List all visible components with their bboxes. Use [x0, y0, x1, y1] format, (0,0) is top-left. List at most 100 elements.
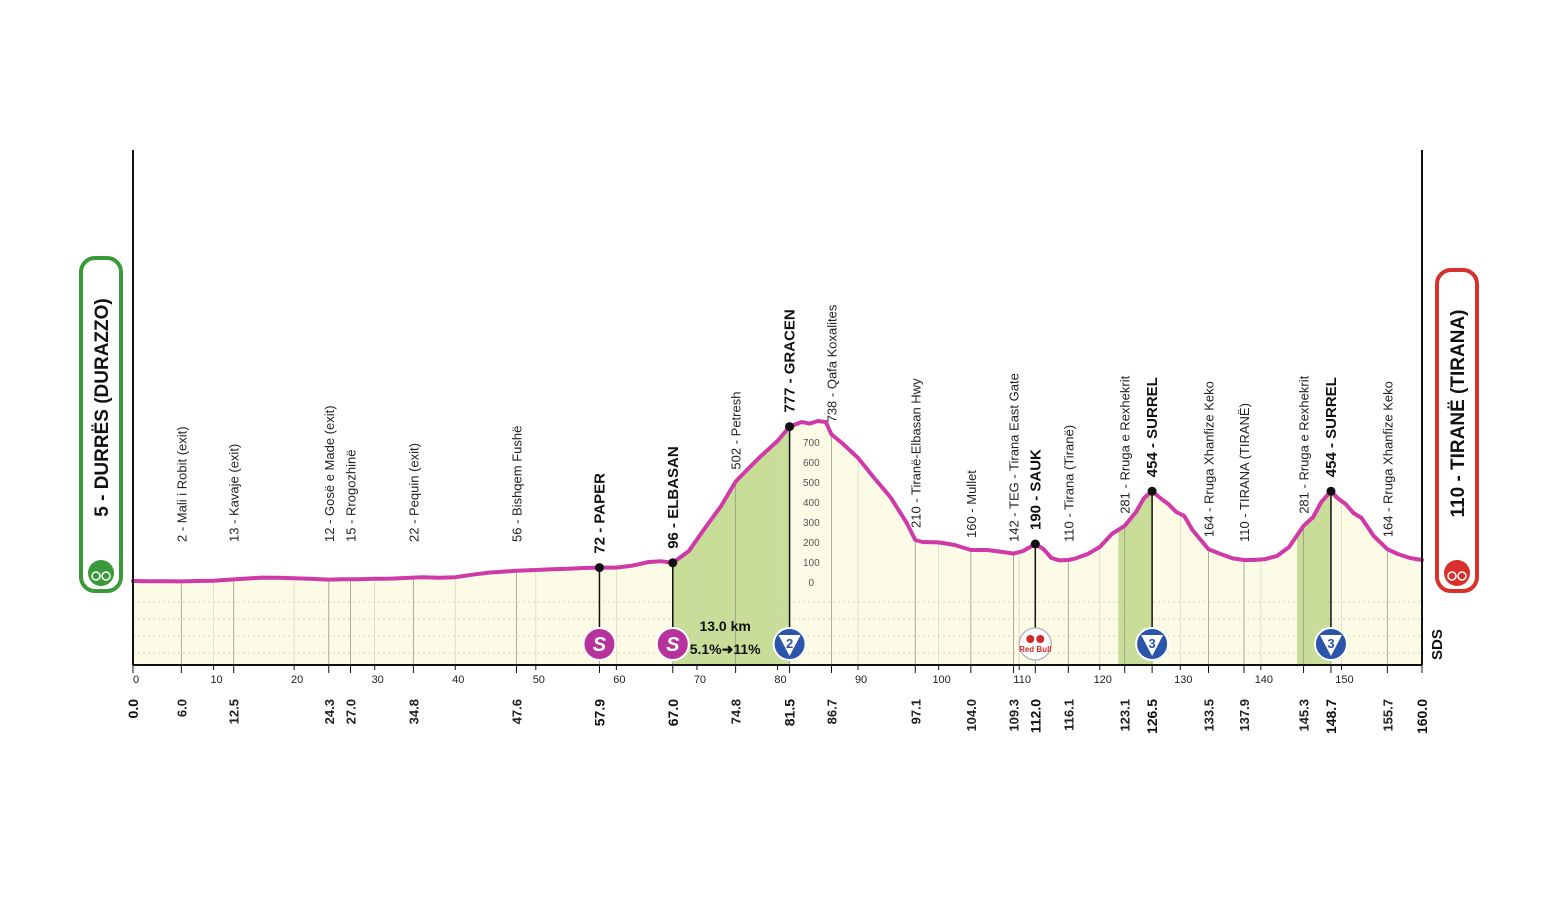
sprint-marker-1: S: [582, 627, 617, 661]
waypoint-label: 738 - Qafa Koxalites: [825, 304, 840, 422]
wheel-icon: [101, 571, 111, 581]
km-marker-label: 126.5: [1144, 699, 1160, 734]
waypoint-label: 110 - Tirana (Tiranë): [1061, 425, 1076, 542]
waypoint-dot: [1030, 539, 1040, 549]
km-marker-label: 12.5: [227, 699, 242, 724]
wheel-icon: [1457, 571, 1467, 581]
waypoint-label: 22 - Pequin (exit): [406, 443, 421, 542]
x-tick-label: 20: [291, 674, 303, 686]
climb-zone-3: [1297, 491, 1331, 665]
km-marker-label: 137.9: [1237, 699, 1252, 732]
climb-length: 13.0 km: [699, 618, 750, 634]
gpm-marker-3: 2: [772, 627, 807, 661]
waypoint-dot: [1326, 486, 1336, 496]
waypoint-label: 160 - Mullet: [964, 470, 979, 538]
gpm-marker-5: 3: [1135, 627, 1170, 661]
km-marker-label: 133.5: [1202, 699, 1217, 732]
altitude-tick-label: 200: [803, 538, 820, 549]
x-tick-label: 50: [533, 674, 545, 686]
climb-gradient: 5.1%➜11%: [690, 641, 761, 657]
waypoint-label: 13 - Kavaje (exit): [227, 444, 242, 542]
sprint-icon: [582, 627, 617, 661]
waypoint-label: 15 - Rrogozhinë: [344, 450, 359, 543]
kom-category: 3: [1327, 636, 1334, 651]
x-tick-label: 0: [133, 674, 139, 686]
climb-zone-2: [1118, 491, 1153, 665]
waypoint-label: 281 - Rruga e Rexhekrit: [1297, 375, 1312, 513]
altitude-tick-label: 400: [803, 498, 820, 509]
profile-line: [131, 419, 1424, 584]
sprint-icon: [655, 627, 690, 661]
kom-triangle: [1141, 635, 1164, 656]
finish-pill: 110 - TIRANË (TIRANA): [1435, 268, 1479, 593]
bonus-marker-4: Red Bull: [1018, 627, 1053, 661]
km-marker-label: 34.8: [406, 699, 421, 724]
waypoint-label: 96 - ELBASAN: [665, 446, 682, 549]
km-marker-label: 155.7: [1380, 699, 1395, 732]
altitude-tick-label: 600: [803, 458, 820, 469]
finish-pill-label: 110 - TIRANË (TIRANA): [1448, 310, 1469, 518]
start-pill-frame: [79, 256, 123, 593]
km-marker-label: 0.0: [125, 699, 141, 719]
gpm-marker-6: 3: [1313, 627, 1348, 661]
waypoint-dot: [668, 558, 678, 568]
cyclist-icon: [88, 560, 114, 586]
x-tick-label: 120: [1094, 674, 1112, 686]
km-marker-label: 57.9: [592, 699, 608, 726]
waypoint-dot: [785, 422, 795, 432]
km-marker-label: 27.0: [344, 699, 359, 724]
waypoint-label: 777 - GRACEN: [782, 309, 799, 412]
km-marker-label: 81.5: [782, 699, 798, 726]
x-tick-label: 140: [1255, 674, 1273, 686]
x-tick-label: 80: [774, 674, 786, 686]
km-marker-label: 145.3: [1297, 699, 1312, 732]
waypoint-label: 56 - Bishqem Fushë: [510, 426, 525, 542]
km-marker-label: 67.0: [665, 699, 681, 726]
bonus-icon: [1018, 627, 1053, 661]
kom-triangle: [1319, 635, 1342, 656]
waypoint-label: 72 - PAPER: [592, 473, 609, 554]
waypoint-label: 281 - Rruga e Rexhekrit: [1118, 375, 1133, 513]
altitude-tick-label: 500: [803, 478, 820, 489]
climb-zone-1: [672, 426, 790, 665]
waypoint-label: 12 - Gosë e Made (exit): [322, 405, 337, 542]
finish-pill-frame: [1435, 268, 1479, 593]
waypoint-label: 164 - Rruga Xhanfize Keko: [1202, 381, 1217, 537]
waypoint-label: 454 - SURREL: [1323, 377, 1340, 477]
start-pill: 5 - DURRËS (DURAZZO): [79, 256, 123, 593]
altitude-tick-label: 0: [809, 578, 815, 589]
waypoint-label: 190 - SAUK: [1027, 449, 1044, 530]
km-marker-label: 148.7: [1323, 699, 1339, 734]
kom-category: 2: [786, 636, 793, 651]
wheel-icon: [1447, 571, 1457, 581]
wheel-icon: [91, 571, 101, 581]
km-marker-label: 123.1: [1118, 699, 1133, 732]
sprint-letter: S: [593, 634, 607, 656]
sds-logo: SDS: [1429, 629, 1446, 660]
x-tick-label: 110: [1013, 674, 1031, 686]
x-tick-label: 150: [1335, 674, 1353, 686]
bull-icon: [1026, 635, 1035, 643]
waypoint-label: 2 - Mali i Robit (exit): [174, 426, 189, 542]
km-marker-label: 97.1: [908, 699, 923, 724]
altitude-tick-label: 700: [803, 438, 820, 449]
waypoint-label: 142 - TEG - Tirana East Gate: [1007, 373, 1022, 542]
waypoint-label: 454 - SURREL: [1144, 377, 1161, 477]
km-marker-label: 74.8: [729, 699, 744, 724]
waypoint-label: 110 - TIRANA (TIRANË): [1237, 403, 1252, 542]
km-marker-label: 112.0: [1027, 699, 1043, 733]
waypoint-label: 210 - Tiranë-Elbasan Hwy: [908, 378, 923, 528]
sprint-marker-2: S: [655, 627, 690, 661]
start-pill-label: 5 - DURRËS (DURAZZO): [92, 298, 113, 517]
km-marker-label: 109.3: [1007, 699, 1022, 732]
x-tick-label: 30: [372, 674, 384, 686]
waypoint-dot: [1147, 486, 1157, 496]
x-tick-label: 40: [452, 674, 464, 686]
waypoint-label: 502 - Petresh: [729, 392, 744, 470]
bonus-label: Red Bull: [1019, 645, 1051, 654]
cyclist-icon: [1444, 560, 1470, 586]
sprint-letter: S: [666, 634, 680, 656]
km-marker-label: 160.0: [1414, 699, 1430, 734]
